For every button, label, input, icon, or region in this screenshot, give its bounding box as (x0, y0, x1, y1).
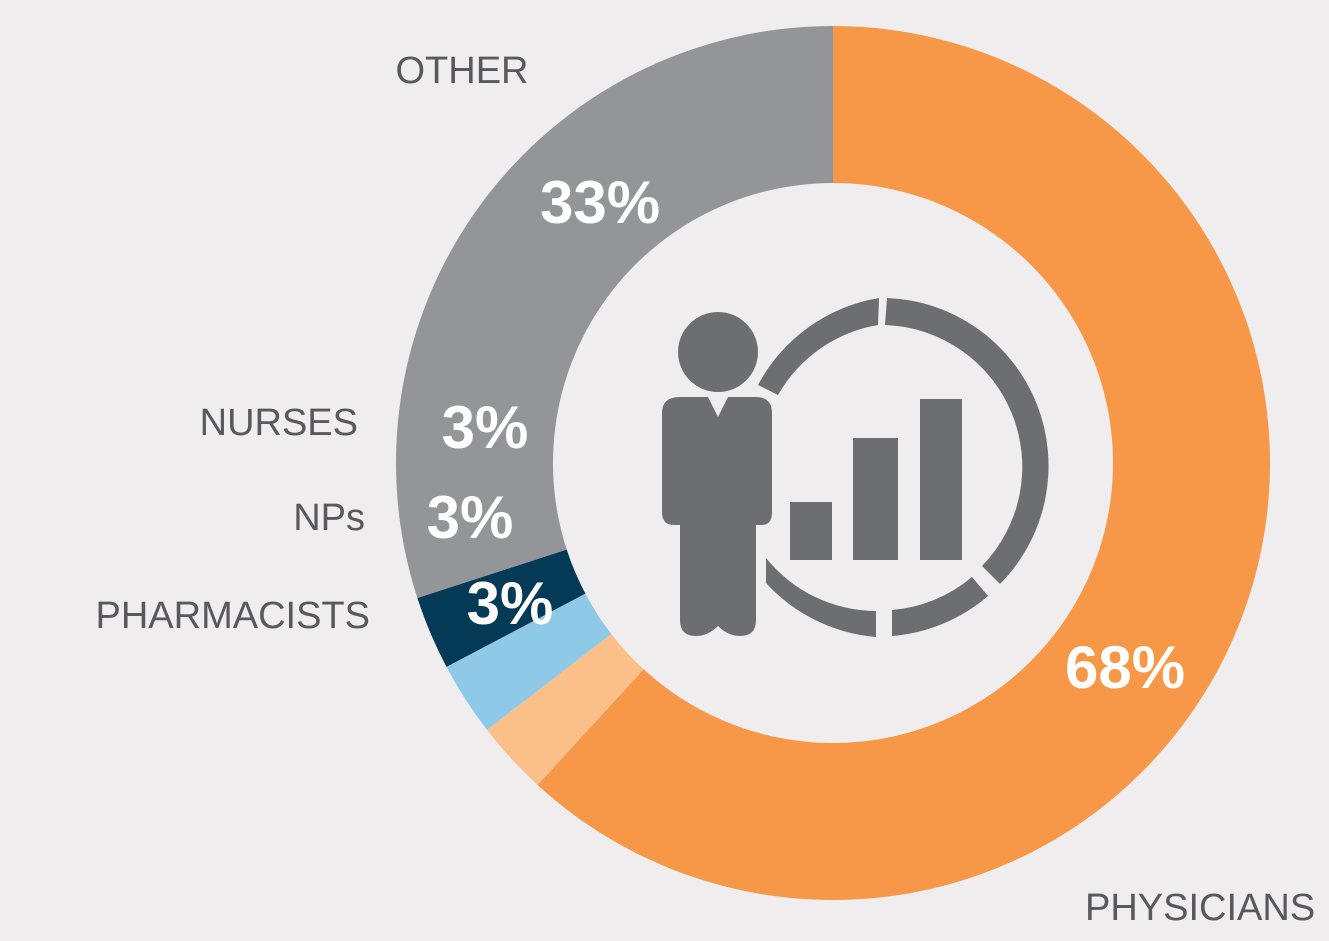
icon-ring (766, 558, 876, 637)
icon-bar (853, 438, 898, 560)
category-label: OTHER (396, 50, 529, 92)
icon-collar (708, 397, 728, 417)
slice (537, 26, 1271, 901)
value-label: 3% (467, 570, 554, 637)
donut (395, 26, 1271, 901)
center-icon (662, 298, 1049, 637)
category-label: PHARMACISTS (96, 595, 370, 637)
slice (395, 26, 833, 599)
icon-ring (892, 577, 988, 636)
icon-head (678, 312, 758, 392)
value-label: 3% (442, 394, 529, 461)
value-label: 33% (540, 169, 660, 236)
icon-bar (920, 399, 962, 560)
category-label: NPs (293, 497, 365, 539)
slice (486, 633, 644, 785)
value-label: 3% (427, 484, 514, 551)
icon-ring (885, 298, 1049, 584)
category-label: PHYSICIANS (1085, 887, 1315, 929)
slice (446, 593, 612, 730)
icon-bar (790, 502, 832, 560)
icon-ring (758, 298, 879, 395)
value-label: 68% (1065, 634, 1185, 701)
category-label: NURSES (200, 402, 358, 444)
icon-body (662, 397, 772, 636)
slice (417, 549, 586, 667)
